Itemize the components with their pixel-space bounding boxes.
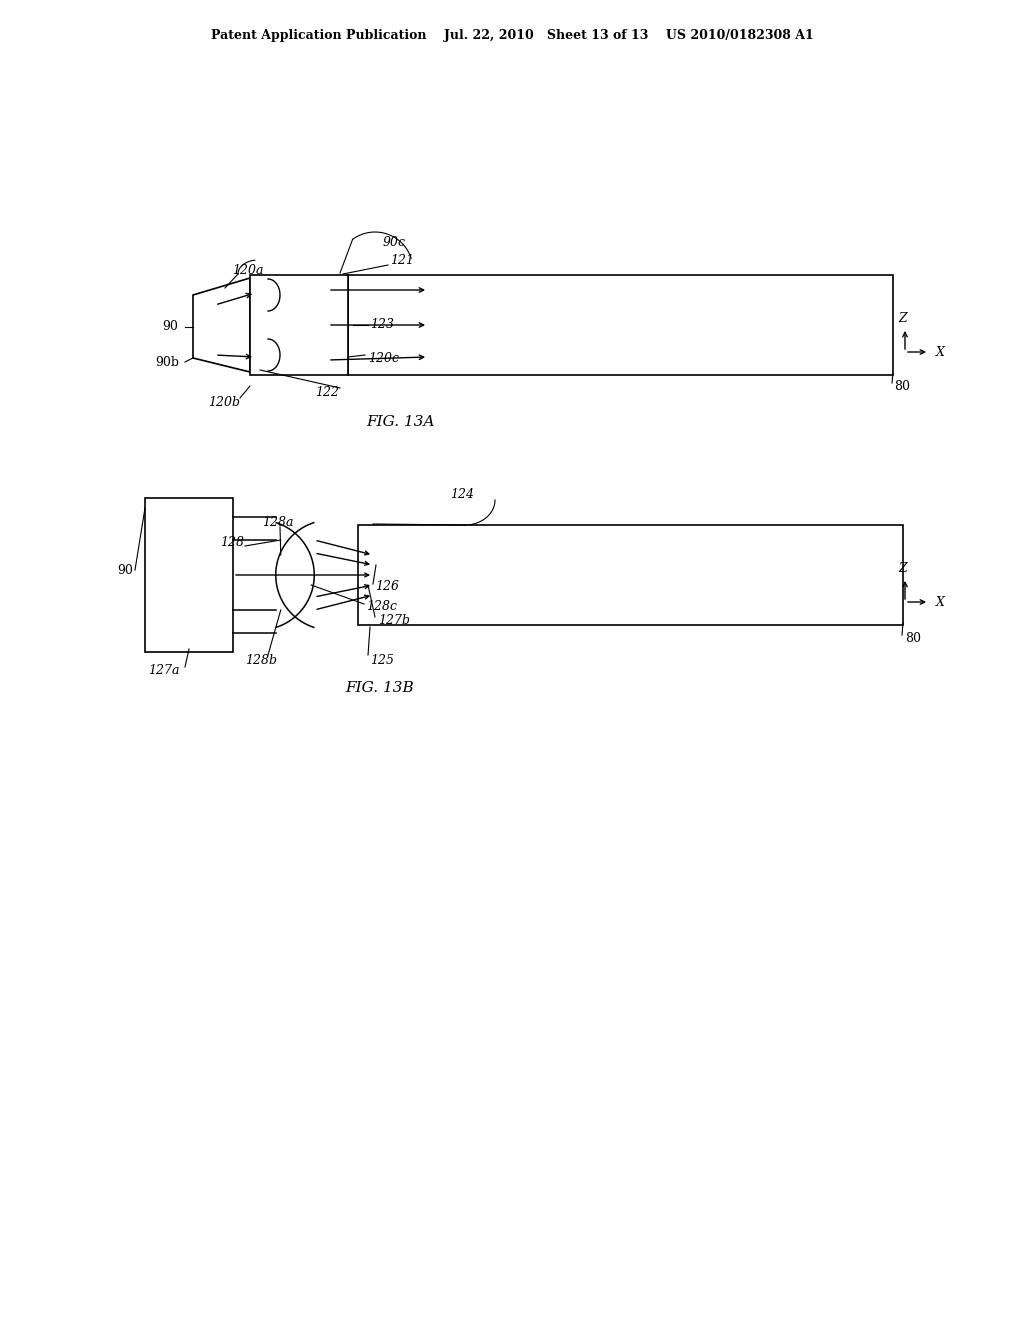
Text: 127b: 127b [378,614,410,627]
Text: 124: 124 [450,488,474,502]
Bar [145,498,233,652]
Text: 90: 90 [117,564,133,577]
Text: X: X [936,595,945,609]
Text: 90b: 90b [155,355,179,368]
Text: 80: 80 [894,380,910,393]
Bar [358,525,903,624]
Text: FIG. 13A: FIG. 13A [366,414,434,429]
Text: 127a: 127a [148,664,179,676]
Text: 128c: 128c [366,601,397,614]
Text: 128b: 128b [245,653,278,667]
Text: 121: 121 [390,253,414,267]
Text: 90: 90 [162,321,178,334]
Text: 120a: 120a [232,264,263,276]
Text: 128a: 128a [262,516,294,529]
Text: 120c: 120c [368,351,399,364]
Text: 125: 125 [370,653,394,667]
Text: 90c: 90c [383,235,406,248]
Bar [348,275,893,375]
Text: X: X [936,346,945,359]
Text: 128: 128 [220,536,244,549]
Text: 126: 126 [375,579,399,593]
Text: Z: Z [899,562,907,576]
Text: Patent Application Publication    Jul. 22, 2010   Sheet 13 of 13    US 2010/0182: Patent Application Publication Jul. 22, … [211,29,813,41]
Text: FIG. 13B: FIG. 13B [346,681,415,696]
Text: 120b: 120b [208,396,240,408]
Text: 122: 122 [315,385,339,399]
Text: Z: Z [899,313,907,326]
Polygon shape [193,279,250,372]
Text: 80: 80 [905,631,921,644]
Bar [250,275,348,375]
Text: 123: 123 [370,318,394,331]
